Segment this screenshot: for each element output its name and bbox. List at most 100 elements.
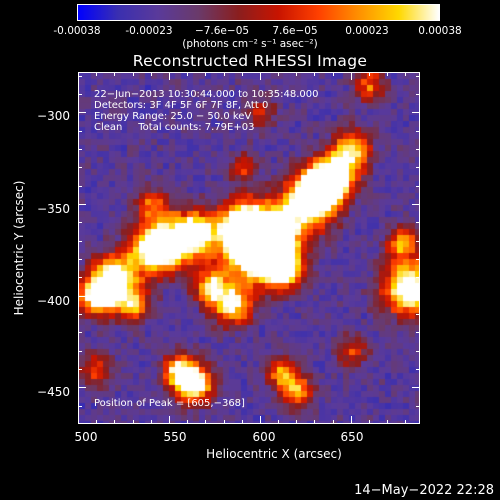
x-axis-label: Heliocentric X (arcsec) xyxy=(206,447,342,461)
tick-mark xyxy=(416,167,420,169)
x-tick-label: 550 xyxy=(163,430,187,444)
tick-mark xyxy=(168,72,170,80)
tick-mark xyxy=(78,240,82,242)
tick-mark xyxy=(350,416,352,424)
tick-mark xyxy=(332,420,334,424)
rhessi-image-canvas xyxy=(79,73,419,423)
tick-mark xyxy=(416,259,420,260)
tick-mark xyxy=(78,369,82,370)
detectors-label: Detectors: 3F 4F 5F 6F 7F 8F, Att 0 xyxy=(94,100,269,111)
tick-mark xyxy=(241,72,243,76)
algorithm-label: Clean Total counts: 7.79E+03 xyxy=(94,122,255,133)
tick-mark xyxy=(369,420,371,424)
tick-mark xyxy=(259,416,261,424)
tick-mark xyxy=(78,204,86,205)
tick-mark xyxy=(278,72,280,76)
tick-mark xyxy=(416,405,420,407)
tick-mark xyxy=(150,72,152,76)
tick-mark xyxy=(412,295,420,297)
tick-mark xyxy=(78,222,82,224)
tick-mark xyxy=(96,72,98,76)
tick-mark xyxy=(416,369,420,370)
tick-mark xyxy=(168,416,170,424)
tick-mark xyxy=(412,112,420,114)
tick-mark xyxy=(416,185,420,187)
x-tick-label: 650 xyxy=(340,430,364,444)
tick-mark xyxy=(387,72,389,76)
y-tick-label: −450 xyxy=(37,385,70,399)
tick-mark xyxy=(78,112,86,114)
tick-mark xyxy=(405,420,407,424)
tick-mark xyxy=(416,314,420,315)
render-timestamp: 14−May−2022 22:28 xyxy=(354,483,494,498)
y-tick-label: −300 xyxy=(37,109,70,123)
tick-mark xyxy=(314,72,316,76)
tick-mark xyxy=(412,204,420,205)
tick-mark xyxy=(314,420,316,424)
tick-mark xyxy=(416,350,420,352)
tick-mark xyxy=(416,149,420,150)
colorbar-tick: 0.00023 xyxy=(345,25,389,37)
colorbar-tick: 7.6e−05 xyxy=(272,25,318,37)
colorbar-tick: −7.6e−05 xyxy=(194,25,250,37)
tick-mark xyxy=(278,420,280,424)
y-tick-label: −350 xyxy=(37,202,70,216)
tick-mark xyxy=(78,185,82,187)
tick-mark xyxy=(78,416,79,424)
rhessi-image-plot: 22−Jun−2013 10:30:44.000 to 10:35:48.000… xyxy=(78,72,420,424)
tick-mark xyxy=(150,420,152,424)
tick-mark xyxy=(187,72,189,76)
tick-mark xyxy=(223,72,225,76)
tick-mark xyxy=(223,420,225,424)
tick-mark xyxy=(132,72,134,76)
colorbar-tick: -0.00023 xyxy=(125,25,173,37)
tick-mark xyxy=(78,387,86,389)
tick-mark xyxy=(416,222,420,224)
x-tick-label: 600 xyxy=(252,430,276,444)
tick-mark xyxy=(416,332,420,334)
tick-mark xyxy=(78,405,82,407)
tick-mark xyxy=(114,420,116,424)
tick-mark xyxy=(416,130,420,132)
colorbar xyxy=(77,4,440,21)
x-tick-label: 500 xyxy=(74,430,98,444)
tick-mark xyxy=(114,72,116,76)
tick-mark xyxy=(78,72,79,80)
tick-mark xyxy=(78,332,82,334)
tick-mark xyxy=(78,167,82,169)
tick-mark xyxy=(387,420,389,424)
tick-mark xyxy=(205,420,207,424)
tick-mark xyxy=(259,72,261,80)
tick-mark xyxy=(132,420,134,424)
colorbar-tick: 0.00038 xyxy=(418,25,462,37)
energy-range-label: Energy Range: 25.0 − 50.0 keV xyxy=(94,111,252,122)
colorbar-units: (photons cm⁻² s⁻¹ asec⁻²) xyxy=(182,38,318,50)
tick-mark xyxy=(187,420,189,424)
tick-mark xyxy=(296,420,298,424)
tick-mark xyxy=(78,314,82,315)
tick-mark xyxy=(416,94,420,95)
y-axis-label: Heliocentric Y (arcsec) xyxy=(12,180,26,316)
tick-mark xyxy=(78,149,82,150)
tick-mark xyxy=(205,72,207,76)
peak-position-label: Position of Peak = [605,−368] xyxy=(94,398,245,409)
tick-mark xyxy=(416,75,420,77)
tick-mark xyxy=(241,420,243,424)
tick-mark xyxy=(78,94,82,95)
tick-mark xyxy=(350,72,352,80)
tick-mark xyxy=(78,259,82,260)
tick-mark xyxy=(416,277,420,279)
tick-mark xyxy=(78,130,82,132)
tick-mark xyxy=(332,72,334,76)
tick-mark xyxy=(78,277,82,279)
tick-mark xyxy=(78,295,86,297)
tick-mark xyxy=(416,240,420,242)
tick-mark xyxy=(78,75,82,77)
image-title: Reconstructed RHESSI Image xyxy=(132,52,368,70)
tick-mark xyxy=(78,350,82,352)
tick-mark xyxy=(96,420,98,424)
tick-mark xyxy=(412,387,420,389)
tick-mark xyxy=(369,72,371,76)
tick-mark xyxy=(405,72,407,76)
y-tick-label: −400 xyxy=(37,294,70,308)
